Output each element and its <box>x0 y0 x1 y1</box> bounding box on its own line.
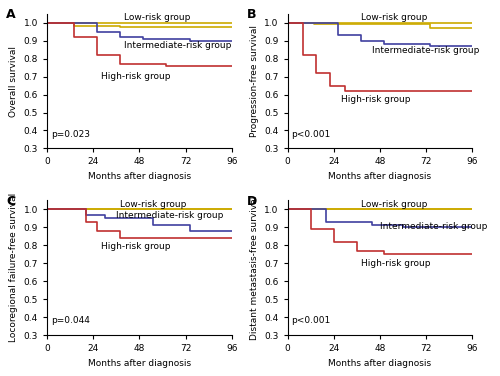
Text: Low-risk group: Low-risk group <box>124 13 190 22</box>
Y-axis label: Locoregional failure-free survival: Locoregional failure-free survival <box>9 193 18 342</box>
Text: p<0.001: p<0.001 <box>292 130 331 139</box>
Text: A: A <box>6 8 16 21</box>
X-axis label: Months after diagnosis: Months after diagnosis <box>88 172 191 181</box>
Y-axis label: Overall survival: Overall survival <box>9 45 18 117</box>
Text: Intermediate-risk group: Intermediate-risk group <box>380 222 488 231</box>
Text: C: C <box>6 195 16 208</box>
Text: D: D <box>247 195 257 208</box>
Text: High-risk group: High-risk group <box>342 94 411 103</box>
Text: High-risk group: High-risk group <box>360 259 430 268</box>
Y-axis label: Distant metastasis-free survival: Distant metastasis-free survival <box>250 196 258 340</box>
Text: p=0.023: p=0.023 <box>51 130 90 139</box>
Text: B: B <box>247 8 256 21</box>
X-axis label: Months after diagnosis: Months after diagnosis <box>328 359 432 368</box>
Text: Intermediate-risk group: Intermediate-risk group <box>372 46 480 55</box>
Text: p<0.001: p<0.001 <box>292 316 331 325</box>
Text: Low-risk group: Low-risk group <box>360 200 427 209</box>
Text: High-risk group: High-risk group <box>101 72 170 81</box>
Text: Low-risk group: Low-risk group <box>120 200 186 209</box>
X-axis label: Months after diagnosis: Months after diagnosis <box>328 172 432 181</box>
Text: Low-risk group: Low-risk group <box>360 13 427 22</box>
Text: p=0.044: p=0.044 <box>51 316 90 325</box>
Text: High-risk group: High-risk group <box>101 241 170 250</box>
Text: Intermediate-risk group: Intermediate-risk group <box>124 41 232 50</box>
Text: Intermediate-risk group: Intermediate-risk group <box>116 211 224 220</box>
Y-axis label: Progression-free survival: Progression-free survival <box>250 25 258 137</box>
X-axis label: Months after diagnosis: Months after diagnosis <box>88 359 191 368</box>
